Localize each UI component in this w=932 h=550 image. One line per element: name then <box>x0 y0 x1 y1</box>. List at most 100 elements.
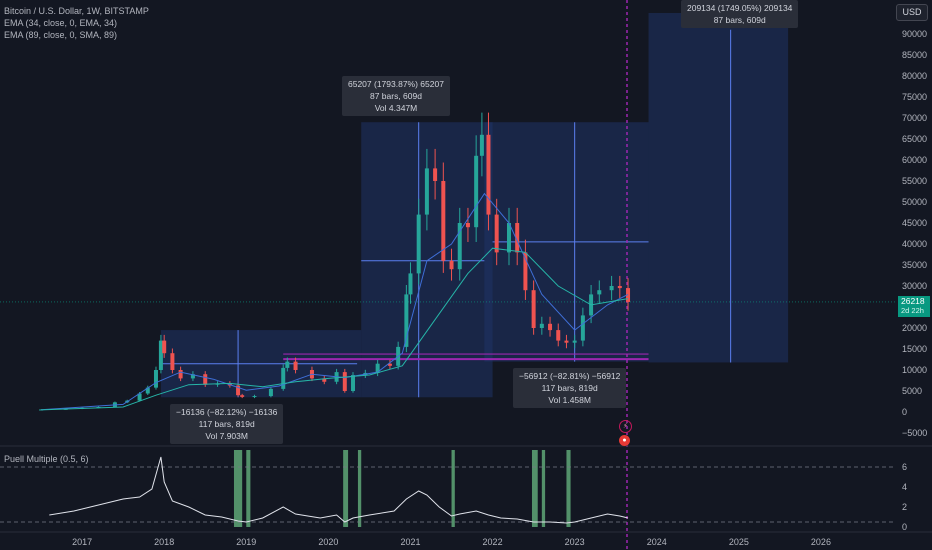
x-tick-label: 2023 <box>565 537 585 547</box>
candle-body <box>322 378 327 382</box>
candle-body <box>424 168 429 215</box>
x-tick-label: 2026 <box>811 537 831 547</box>
ema89-legend: EMA (89, close, 0, SMA, 89) <box>4 30 118 40</box>
candle-body <box>252 396 257 398</box>
candle-body <box>178 370 183 379</box>
lightning-event-icon[interactable]: ⚡ <box>619 420 632 433</box>
candle-body <box>564 340 569 343</box>
candle-body <box>449 260 454 270</box>
candle-body <box>433 168 438 181</box>
measure-3-bars: 117 bars, 819d <box>541 383 598 393</box>
y-tick-label: 65000 <box>902 134 927 144</box>
candle-body <box>479 134 484 156</box>
candle-body <box>531 290 536 328</box>
y-tick-label: 55000 <box>902 176 927 186</box>
y-tick-label: 35000 <box>902 260 927 270</box>
x-tick-label: 2022 <box>483 537 503 547</box>
candle-body <box>351 375 356 391</box>
candle-body <box>268 388 273 397</box>
candle-body <box>556 330 561 341</box>
y-tick-label: 60000 <box>902 155 927 165</box>
candle-body <box>486 134 491 215</box>
puell-highlight-bar <box>531 450 538 527</box>
candle-body <box>416 214 421 274</box>
measure-1-bars: 87 bars, 609d <box>369 91 422 101</box>
measure-2-change: −16136 (−82.12%) −16136 <box>176 407 278 417</box>
x-tick-label: 2017 <box>72 537 92 547</box>
y-tick-label: 0 <box>902 407 907 417</box>
puell-highlight-bar <box>357 450 362 527</box>
last-price: 26218 <box>901 296 925 306</box>
candle-body <box>457 223 462 270</box>
measure-4-change: 209134 (1749.05%) 209134 <box>687 3 793 13</box>
y-tick-label: 80000 <box>902 71 927 81</box>
puell-highlight-bar <box>566 450 571 527</box>
candle-body <box>597 290 602 295</box>
bar-countdown: 2d 22h <box>901 306 924 315</box>
candle-body <box>236 385 241 396</box>
candle-body <box>203 374 208 385</box>
x-tick-label: 2020 <box>318 537 338 547</box>
measure-tag-3: −56912 (−82.81%) −56912 117 bars, 819d V… <box>513 368 627 408</box>
puell-highlight-bar <box>246 450 251 527</box>
measure-1-change: 65207 (1793.87%) 65207 <box>348 79 444 89</box>
puell-y-tick-label: 2 <box>902 502 907 512</box>
candle-body <box>285 361 290 368</box>
y-tick-label: 40000 <box>902 239 927 249</box>
puell-y-tick-label: 6 <box>902 462 907 472</box>
candle-body <box>465 223 470 228</box>
symbol-title: Bitcoin / U.S. Dollar, 1W, BITSTAMP <box>4 6 149 16</box>
measure-3-change: −56912 (−82.81%) −56912 <box>519 371 621 381</box>
puell-highlight-bar <box>233 450 243 527</box>
x-tick-label: 2018 <box>154 537 174 547</box>
puell-line <box>49 456 629 524</box>
candle-body <box>572 340 577 343</box>
candle-body <box>494 214 499 253</box>
puell-highlight-bar <box>451 450 455 527</box>
last-price-badge: 26218 2d 22h <box>898 296 930 317</box>
measure-2-volume: Vol 7.903M <box>205 431 248 441</box>
puell-indicator-label: Puell Multiple (0.5, 6) <box>4 454 89 464</box>
x-tick-label: 2024 <box>647 537 667 547</box>
measure-4-bars: 87 bars, 609d <box>713 15 766 25</box>
candle-body <box>137 393 142 401</box>
candle-body <box>387 363 392 366</box>
candle-body <box>515 223 520 253</box>
candle-body <box>375 363 380 373</box>
measure-3-volume: Vol 1.458M <box>548 395 591 405</box>
y-tick-label: 50000 <box>902 197 927 207</box>
y-tick-label: 75000 <box>902 92 927 102</box>
candle-body <box>240 395 245 397</box>
candle-body <box>153 370 158 388</box>
ema89-line <box>40 247 629 411</box>
y-tick-label: 85000 <box>902 50 927 60</box>
measure-1-volume: Vol 4.347M <box>374 103 418 113</box>
candle-body <box>580 315 585 341</box>
candle-body <box>408 273 413 295</box>
candle-body <box>170 353 175 370</box>
y-tick-label: 70000 <box>902 113 927 123</box>
candle-body <box>281 367 286 389</box>
candle-body <box>190 374 195 379</box>
candle-body <box>293 361 298 370</box>
y-tick-label: 45000 <box>902 218 927 228</box>
candle-body <box>441 181 446 261</box>
measure-tag-1: 65207 (1793.87%) 65207 87 bars, 609d Vol… <box>342 76 450 116</box>
y-tick-label: 15000 <box>902 344 927 354</box>
y-tick-label: 10000 <box>902 365 927 375</box>
puell-y-tick-label: 4 <box>902 482 907 492</box>
ema34-legend: EMA (34, close, 0, EMA, 34) <box>4 18 118 28</box>
puell-y-tick-label: 0 <box>902 522 907 532</box>
x-tick-label: 2025 <box>729 537 749 547</box>
earnings-event-icon[interactable]: ● <box>619 435 630 446</box>
candle-body <box>539 323 544 328</box>
candle-body <box>617 286 622 289</box>
currency-button[interactable]: USD <box>896 4 928 21</box>
measure-2-bars: 117 bars, 819d <box>198 419 255 429</box>
measure-tag-2: −16136 (−82.12%) −16136 117 bars, 819d V… <box>170 404 284 444</box>
candle-body <box>145 387 150 394</box>
candle-body <box>506 223 511 253</box>
y-tick-label: −5000 <box>902 428 927 438</box>
y-tick-label: 5000 <box>902 386 922 396</box>
